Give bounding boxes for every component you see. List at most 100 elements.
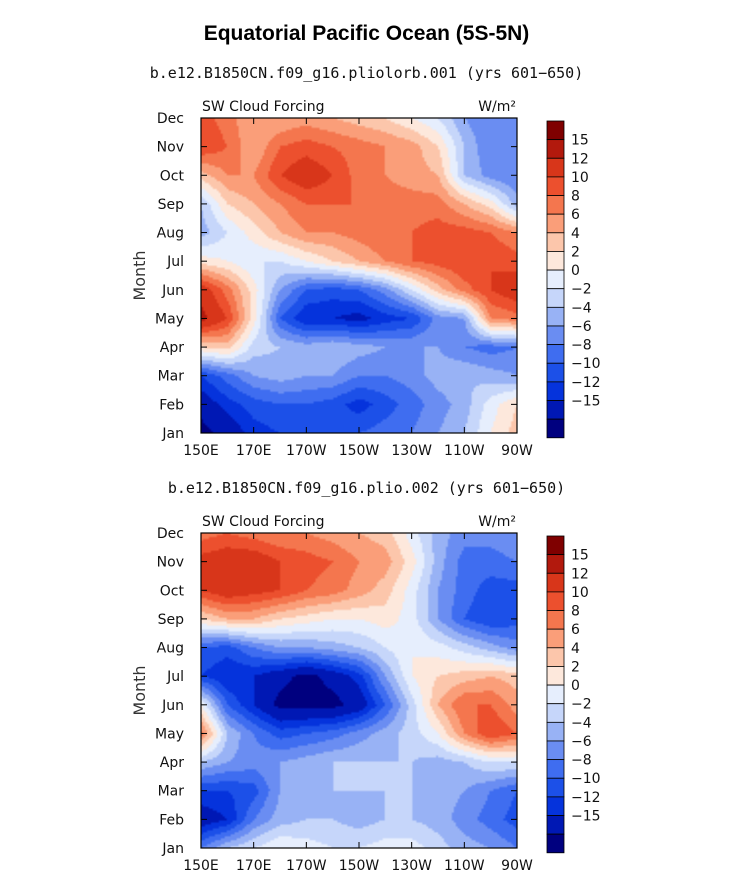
x-tick-label: 130W — [391, 443, 432, 459]
colorbar-swatch — [546, 362, 565, 383]
colorbar-swatch — [546, 740, 565, 761]
y-tick-label: Aug — [157, 641, 184, 657]
units-label: W/m² — [478, 514, 516, 530]
heatmap-field — [201, 533, 517, 848]
colorbar-label: 0 — [571, 678, 580, 694]
colorbar-label: −15 — [571, 394, 601, 410]
panel-1: SW Cloud Forcing W/m² Jan Feb Mar Apr May Jun Ju… — [130, 99, 601, 459]
colorbar-swatch — [546, 157, 565, 178]
y-tick-label: Jul — [166, 254, 184, 270]
colorbar-label: −10 — [571, 771, 601, 787]
x-tick-label: 170E — [236, 858, 272, 874]
variable-label: SW Cloud Forcing — [202, 514, 325, 530]
colorbar-label: 8 — [571, 189, 580, 205]
colorbar-label: −8 — [571, 753, 592, 769]
colorbar-swatch — [546, 628, 565, 649]
y-tick-label: Jan — [161, 841, 184, 857]
colorbar-swatch — [546, 288, 565, 308]
colorbar-label: 15 — [571, 548, 589, 564]
y-tick-label: Jun — [161, 283, 184, 299]
colorbar-label: 6 — [571, 207, 580, 223]
y-tick-label: Jun — [161, 698, 184, 714]
figure-title: Equatorial Pacific Ocean (5S-5N) — [203, 22, 530, 45]
colorbar-swatch — [546, 833, 565, 854]
units-label: W/m² — [478, 99, 516, 115]
colorbar-swatch — [546, 381, 565, 401]
colorbar-label: −4 — [571, 300, 592, 316]
colorbar-swatch — [546, 721, 565, 742]
y-tick-label: Feb — [159, 397, 184, 413]
y-tick-label: Nov — [157, 140, 184, 156]
colorbar-label: −10 — [571, 356, 601, 372]
y-tick-label: Mar — [158, 784, 185, 800]
x-tick-label: 130W — [391, 858, 432, 874]
y-tick-label: Mar — [158, 369, 185, 385]
y-tick-label: Sep — [158, 612, 185, 628]
y-tick-label: Apr — [160, 340, 184, 356]
colorbar-swatch — [546, 610, 565, 630]
colorbar-swatch — [546, 306, 565, 327]
x-tick-label: 90W — [501, 858, 533, 874]
colorbar-swatch — [546, 666, 565, 686]
colorbar-swatch — [546, 418, 565, 439]
y-tick-label: Dec — [157, 526, 184, 542]
y-axis-label: Month — [130, 665, 149, 715]
x-tick-label: 150E — [183, 443, 219, 459]
colorbar-swatch — [546, 554, 565, 574]
variable-label: SW Cloud Forcing — [202, 99, 325, 115]
colorbar-label: 2 — [571, 244, 580, 260]
colorbar-swatch — [546, 759, 565, 779]
colorbar-label: −2 — [571, 697, 592, 713]
colorbar-swatch — [546, 325, 565, 346]
x-tick-label: 170W — [286, 858, 327, 874]
y-tick-label: May — [155, 726, 184, 742]
y-axis-label: Month — [130, 250, 149, 300]
y-tick-label: Jan — [161, 426, 184, 442]
colorbar-swatch — [546, 796, 565, 816]
colorbar-label: 10 — [571, 170, 589, 186]
colorbar-swatch — [546, 684, 565, 705]
colorbar-swatch — [546, 120, 565, 141]
y-tick-label: Apr — [160, 755, 184, 771]
colorbar-label: −6 — [571, 319, 592, 335]
colorbar-swatch — [546, 176, 565, 196]
colorbar-swatch — [546, 213, 565, 234]
colorbar-label: −15 — [571, 809, 601, 825]
y-tick-label: Feb — [159, 812, 184, 828]
colorbar-label: −8 — [571, 338, 592, 354]
y-tick-label: Sep — [158, 197, 185, 213]
colorbar-swatch — [546, 232, 565, 252]
x-tick-label: 110W — [444, 858, 485, 874]
x-tick-label: 90W — [501, 443, 533, 459]
colorbar-label: 12 — [571, 151, 589, 167]
colorbar-swatch — [546, 139, 565, 159]
y-tick-label: Aug — [157, 226, 184, 242]
x-tick-label: 170E — [236, 443, 272, 459]
heatmap-field — [201, 118, 517, 433]
y-tick-label: May — [155, 311, 184, 327]
colorbar-swatch — [546, 777, 565, 798]
colorbar-swatch — [546, 815, 565, 835]
colorbar-swatch — [546, 535, 565, 556]
y-tick-label: Jul — [166, 669, 184, 685]
colorbar-swatch — [546, 703, 565, 723]
x-tick-label: 150W — [339, 858, 380, 874]
y-tick-label: Oct — [160, 168, 185, 184]
colorbar-swatch — [546, 647, 565, 667]
colorbar-label: 12 — [571, 566, 589, 582]
colorbar-swatch — [546, 251, 565, 271]
panel-2-run-title: b.e12.B1850CN.f09_g16.plio.002 (yrs 601−… — [167, 479, 566, 497]
colorbar-label: 10 — [571, 585, 589, 601]
colorbar-label: −12 — [571, 790, 601, 806]
y-tick-label: Dec — [157, 111, 184, 127]
x-tick-label: 150E — [183, 858, 219, 874]
colorbar-swatch — [546, 344, 565, 364]
colorbar-label: 6 — [571, 622, 580, 638]
colorbar-swatch — [546, 195, 565, 215]
x-tick-label: 150W — [339, 443, 380, 459]
panel-2: SW Cloud Forcing W/m² Jan Feb Mar Apr May Jun Ju… — [130, 514, 601, 874]
colorbar-swatch — [546, 572, 565, 593]
colorbar-label: 8 — [571, 604, 580, 620]
panel-1-run-title: b.e12.B1850CN.f09_g16.pliolorb.001 (yrs … — [149, 64, 584, 82]
colorbar-swatch — [546, 269, 565, 290]
